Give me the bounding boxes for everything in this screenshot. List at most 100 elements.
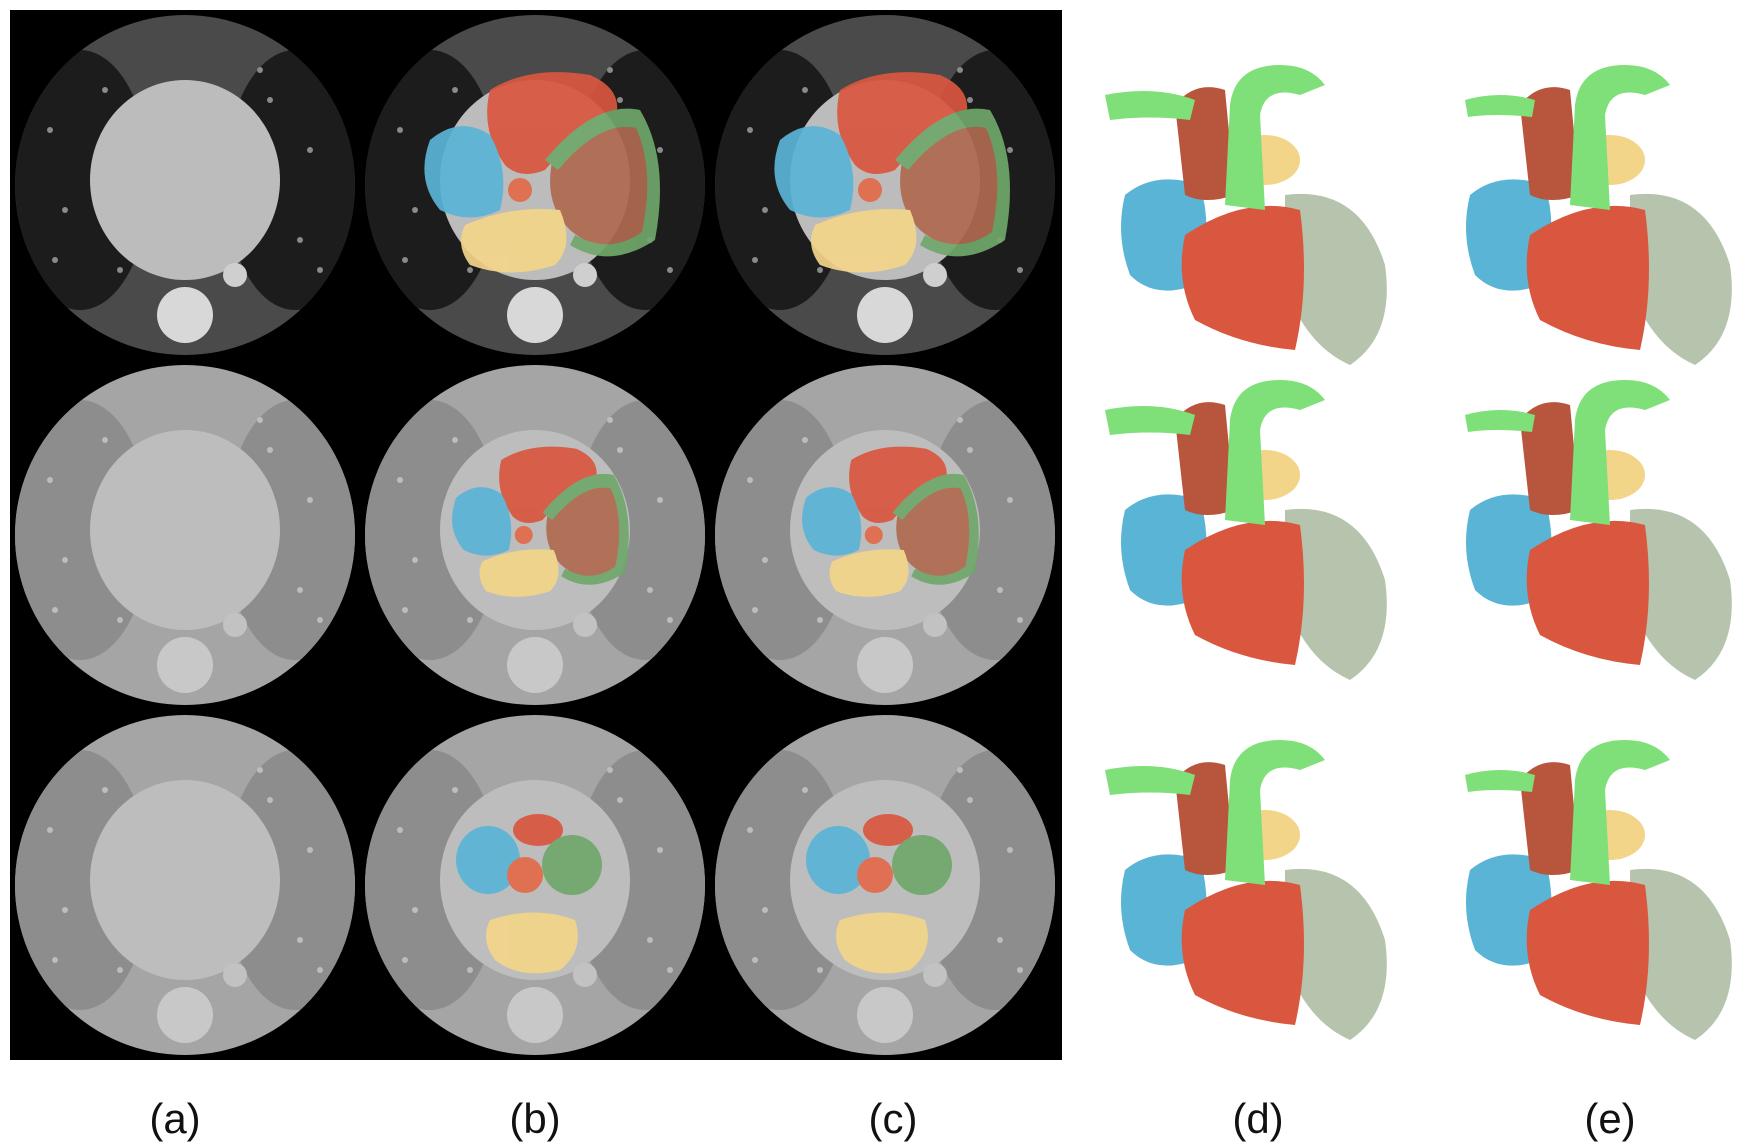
pulmonary-vein-surface [1465, 410, 1535, 432]
lung-vessel [317, 617, 323, 623]
ct-panel [360, 10, 710, 360]
spine [507, 287, 563, 343]
descending-aorta [923, 613, 947, 637]
ct-panel-graphic [365, 715, 705, 1055]
ct-panel-graphic [365, 15, 705, 355]
ct-panel [360, 360, 710, 710]
lung-vessel [452, 787, 458, 793]
lung-vessel [102, 87, 108, 93]
descending-aorta [573, 263, 597, 287]
left-atrium [486, 912, 578, 974]
pulmonary-vein-surface [1465, 95, 1535, 117]
aorta [514, 526, 533, 544]
lung-vessel [307, 847, 313, 853]
ct-panel-graphic [715, 715, 1055, 1055]
lung-vessel [62, 557, 68, 563]
lung-vessel [657, 497, 663, 503]
spine [857, 287, 913, 343]
ct-slice [715, 15, 1055, 355]
descending-aorta [573, 963, 597, 987]
right-atrium [456, 826, 520, 894]
left-atrium [479, 549, 559, 597]
aorta-surface [1570, 380, 1670, 525]
ct-slice [15, 15, 355, 355]
ct-slice [715, 715, 1055, 1055]
surface-render-graphic [1105, 380, 1387, 680]
lung-vessel [467, 267, 473, 273]
surface-render-graphic [1105, 65, 1387, 365]
lung-vessel [307, 147, 313, 153]
lung-vessel [617, 447, 623, 453]
column-label-d: (d) [1232, 1095, 1284, 1142]
lung-vessel [1007, 497, 1013, 503]
lung-vessel [667, 267, 673, 273]
lung-vessel [762, 207, 768, 213]
descending-aorta [923, 263, 947, 287]
lung-vessel [817, 967, 823, 973]
lung-vessel [297, 237, 303, 243]
aorta [508, 178, 532, 202]
lung-vessel [957, 767, 963, 773]
lung-vessel [752, 257, 758, 263]
right-atrium [424, 126, 504, 218]
lung-vessel [102, 787, 108, 793]
lung-vessel [762, 907, 768, 913]
heart-surface [1105, 740, 1387, 1040]
lung-vessel [267, 797, 273, 803]
heart-surface [1105, 380, 1387, 680]
spine [507, 637, 563, 693]
aorta-surface [1225, 380, 1325, 525]
lung-vessel [402, 607, 408, 613]
right-ventricle [837, 72, 968, 174]
spine [507, 987, 563, 1043]
surface-render-graphic [1465, 65, 1732, 365]
lung-vessel [817, 267, 823, 273]
lung-vessel [1007, 847, 1013, 853]
ct-panel-graphic [15, 715, 355, 1055]
lung-vessel [607, 67, 613, 73]
lung-vessel [817, 617, 823, 623]
surface-render-panel [1440, 45, 1748, 375]
ct-slice [15, 365, 355, 705]
surface-render-graphic [1465, 740, 1732, 1040]
lung-vessel [957, 67, 963, 73]
lung-vessel [62, 907, 68, 913]
ct-panel-graphic [15, 15, 355, 355]
right-ventricle-surface [1181, 205, 1304, 350]
segmentation-overlay [806, 814, 952, 974]
lung-vessel [752, 607, 758, 613]
pulmonary-artery-surface [1520, 402, 1580, 515]
ct-slice [15, 715, 355, 1055]
surface-render-graphic [1105, 740, 1387, 1040]
lung-vessel [802, 87, 808, 93]
lung-vessel [267, 97, 273, 103]
lung-vessel [52, 957, 58, 963]
lung-vessel [402, 257, 408, 263]
ct-panel-graphic [715, 365, 1055, 705]
lung-vessel [617, 97, 623, 103]
lung-vessel [102, 437, 108, 443]
pulmonary-artery-surface [1520, 762, 1580, 875]
lung-vessel [657, 147, 663, 153]
lung-vessel [997, 587, 1003, 593]
segmentation-overlay [456, 814, 602, 974]
surface-render-panel [1095, 720, 1425, 1050]
myocardium [892, 835, 952, 895]
lung-vessel [967, 797, 973, 803]
spine [857, 987, 913, 1043]
ct-panel-graphic [365, 365, 705, 705]
ct-panel [10, 360, 360, 710]
lung-vessel [762, 557, 768, 563]
left-atrium [811, 209, 917, 273]
lung-vessel [47, 827, 53, 833]
lung-vessel [802, 787, 808, 793]
column-label-b: (b) [509, 1095, 561, 1142]
right-ventricle [499, 446, 597, 523]
left-ventricle-surface [1285, 193, 1387, 365]
lung-left [925, 400, 1055, 660]
heart-surface [1105, 65, 1387, 365]
spine [157, 637, 213, 693]
myocardium [895, 108, 1010, 257]
lung-vessel [667, 967, 673, 973]
right-ventricle-surface [1181, 520, 1304, 665]
